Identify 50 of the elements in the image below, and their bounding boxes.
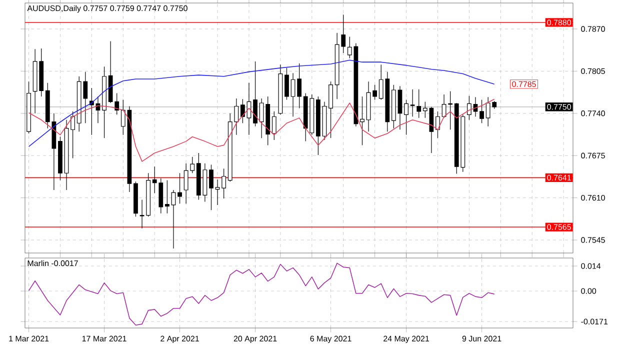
candlestick — [140, 199, 144, 229]
candlestick — [480, 99, 484, 124]
candlestick — [404, 99, 408, 136]
y-tick-label: 0.7805 — [581, 68, 605, 74]
candlestick — [253, 61, 258, 127]
candlestick — [290, 72, 296, 117]
candlestick — [467, 96, 472, 120]
candlestick — [284, 68, 289, 100]
candlestick — [165, 180, 170, 214]
chart-title: AUDUSD,Daily 0.7757 0.7759 0.7747 0.7750 — [27, 5, 188, 13]
y-tick-label: 0.00 — [581, 288, 596, 294]
x-tick-label: 17 Mar 2021 — [82, 336, 126, 342]
candlestick — [215, 179, 220, 206]
y-tick-label: 0.7610 — [581, 194, 605, 201]
candlestick — [410, 89, 415, 117]
candlestick — [372, 84, 378, 100]
candlestick — [297, 63, 302, 108]
y-tick-label: 0.014 — [581, 263, 601, 269]
text: 0.7785 — [512, 81, 536, 87]
x-tick-label: 20 Apr 2021 — [234, 336, 277, 344]
candlestick — [398, 86, 402, 130]
candlestick — [240, 98, 245, 124]
candlestick — [209, 164, 214, 210]
ref-line-label: 0.7641 — [547, 174, 571, 181]
candlestick — [448, 91, 453, 130]
y-tick-label: -0.0171 — [581, 318, 608, 324]
y-tick-label: 0.7545 — [581, 237, 605, 243]
candlestick — [70, 111, 76, 158]
y-tick-label: 0.7740 — [581, 110, 605, 116]
candlestick — [328, 81, 333, 138]
x-tick-label: 1 Mar 2021 — [9, 336, 49, 342]
y-tick-label: 0.7675 — [581, 152, 605, 158]
ref-line-label: 0.7565 — [547, 224, 571, 230]
x-tick-label: 24 May 2021 — [384, 336, 430, 344]
candlestick — [171, 190, 176, 249]
candlestick — [178, 172, 182, 204]
line-series — [28, 60, 495, 147]
ref-line-label: 0.7750 — [547, 104, 571, 110]
ref-line-label: 0.7880 — [547, 20, 571, 26]
y-tick-label: 0.7870 — [581, 26, 605, 32]
candlestick — [272, 111, 276, 140]
chart-title: Marlin -0.0017 — [28, 260, 78, 266]
candlestick — [222, 168, 226, 199]
candlestick — [90, 88, 94, 136]
x-tick-label: 6 May 2021 — [310, 336, 352, 344]
candlestick — [416, 89, 422, 118]
candlestick — [360, 96, 364, 146]
x-tick-label: 2 Apr 2021 — [160, 336, 199, 344]
candlestick — [436, 111, 440, 138]
x-tick-label: 9 Jun 2021 — [462, 336, 502, 342]
